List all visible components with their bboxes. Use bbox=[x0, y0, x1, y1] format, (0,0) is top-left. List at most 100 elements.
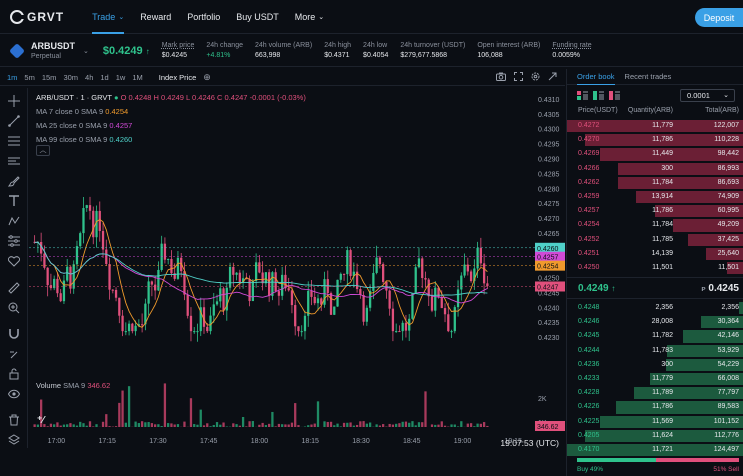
ask-row[interactable]: 0.4257 11,786 60,995 bbox=[567, 204, 743, 218]
ruler-icon[interactable] bbox=[8, 282, 20, 294]
volume-bar bbox=[46, 426, 49, 427]
grvt-logo[interactable]: GRVT bbox=[10, 9, 64, 24]
time-axis-tick: 17:15 bbox=[98, 438, 116, 445]
bid-row[interactable]: 0.4244 11,783 53,929 bbox=[567, 344, 743, 358]
bid-row[interactable]: 0.4246 28,008 30,364 bbox=[567, 315, 743, 329]
bid-row[interactable]: 0.4225 11,569 101,152 bbox=[567, 415, 743, 429]
text-icon[interactable] bbox=[8, 195, 20, 207]
tab-order-book[interactable]: Order book bbox=[577, 69, 615, 85]
nav-more[interactable]: More ⌄ bbox=[287, 0, 332, 34]
volume-bar bbox=[365, 423, 368, 427]
zoom-in-icon[interactable] bbox=[8, 302, 20, 314]
depth-bar bbox=[667, 344, 743, 357]
view-asks-icon[interactable] bbox=[609, 91, 620, 100]
nav-trade[interactable]: Trade ⌄ bbox=[84, 0, 132, 34]
nav-trade-label: Trade bbox=[92, 11, 116, 22]
heart-icon[interactable] bbox=[8, 255, 20, 267]
bid-row[interactable]: 0.4248 2,356 2,356 bbox=[567, 301, 743, 315]
index-price-toggle[interactable]: Index Price bbox=[158, 72, 197, 82]
tab-recent-trades[interactable]: Recent trades bbox=[624, 71, 672, 81]
symbol-selector[interactable]: ARBUSDT Perpetual bbox=[31, 41, 75, 60]
tick-size-select[interactable]: 0.0001 ⌄ bbox=[680, 89, 735, 102]
deposit-button[interactable]: Deposit bbox=[695, 8, 743, 27]
timeframe-30m[interactable]: 30m bbox=[63, 72, 79, 82]
ask-row[interactable]: 0.4251 14,139 25,640 bbox=[567, 247, 743, 261]
candle-body bbox=[401, 322, 404, 332]
depth-bar bbox=[688, 233, 743, 246]
bid-row[interactable]: 0.4236 300 54,229 bbox=[567, 358, 743, 372]
chevron-down-icon[interactable]: ⌄ bbox=[83, 47, 89, 55]
bid-total: 101,152 bbox=[713, 417, 739, 425]
bid-row[interactable]: 0.4233 11,779 66,008 bbox=[567, 372, 743, 386]
ask-total: 74,909 bbox=[717, 192, 739, 200]
depth-bar bbox=[635, 190, 743, 204]
eye-icon[interactable] bbox=[8, 388, 20, 400]
layers-icon[interactable] bbox=[8, 434, 20, 446]
horizontal-lines-icon[interactable] bbox=[8, 135, 20, 147]
brush-icon[interactable] bbox=[8, 175, 20, 187]
fib-icon[interactable] bbox=[8, 235, 20, 247]
depth-bar bbox=[616, 401, 743, 414]
bid-row[interactable]: 0.4205 11,624 112,776 bbox=[567, 429, 743, 443]
timeframe-15m[interactable]: 15m bbox=[41, 72, 57, 82]
ask-row[interactable]: 0.4272 11,779 122,007 bbox=[567, 119, 743, 133]
timeframe-1M[interactable]: 1M bbox=[132, 72, 143, 82]
volume-bar bbox=[287, 424, 290, 427]
trend-line-icon[interactable] bbox=[8, 115, 20, 127]
volume-bar bbox=[355, 424, 359, 427]
timeframe-5m[interactable]: 5m bbox=[24, 72, 35, 82]
stat-value: $279,677.5868 bbox=[400, 52, 448, 59]
ask-row[interactable]: 0.4259 13,914 74,909 bbox=[567, 190, 743, 204]
timeframe-1d[interactable]: 1d bbox=[100, 72, 109, 82]
bid-row[interactable]: 0.4170 11,721 124,497 bbox=[567, 443, 743, 457]
volume-bar bbox=[303, 426, 307, 427]
add-indicator-icon[interactable]: ⊕ bbox=[203, 71, 211, 82]
price-chart[interactable]: 0.4310 0.4305 0.4300 0.4295 0.4290 0.4285 0.42… bbox=[29, 87, 565, 450]
ask-row[interactable]: 0.4269 11,449 98,442 bbox=[567, 147, 743, 161]
ask-row[interactable]: 0.4266 300 86,993 bbox=[567, 162, 743, 176]
collapse-legend-button[interactable]: ︿ bbox=[36, 145, 50, 156]
chart-actions bbox=[496, 72, 557, 81]
candle-body bbox=[447, 314, 450, 332]
bid-row[interactable]: 0.4245 11,782 42,146 bbox=[567, 329, 743, 343]
timeframe-1m[interactable]: 1m bbox=[7, 72, 18, 82]
timeframe-1w[interactable]: 1w bbox=[115, 72, 126, 82]
ask-qty: 11,501 bbox=[652, 263, 673, 271]
candle-body bbox=[453, 307, 456, 332]
ask-row[interactable]: 0.4262 11,784 86,693 bbox=[567, 176, 743, 190]
ask-row[interactable]: 0.4254 11,784 49,209 bbox=[567, 218, 743, 232]
bid-row[interactable]: 0.4228 11,789 77,797 bbox=[567, 386, 743, 400]
nav-reward[interactable]: Reward bbox=[132, 0, 179, 34]
lock-drawings-icon[interactable] bbox=[8, 348, 20, 360]
timeframe-4h[interactable]: 4h bbox=[85, 72, 94, 82]
lock-icon[interactable] bbox=[8, 368, 20, 380]
volume-bar bbox=[453, 424, 456, 427]
pattern-icon[interactable] bbox=[8, 215, 20, 227]
ask-row[interactable]: 0.4270 11,786 110,228 bbox=[567, 133, 743, 147]
chart-canvas[interactable]: 0.4310 0.4305 0.4300 0.4295 0.4290 0.4285 0.42… bbox=[29, 87, 565, 450]
price-axis-tick: 0.4265 bbox=[538, 231, 560, 238]
candle-body bbox=[437, 287, 440, 298]
nav-portfolio[interactable]: Portfolio bbox=[179, 0, 228, 34]
buy-sell-ratio-bar bbox=[577, 458, 739, 462]
settings-icon[interactable] bbox=[531, 72, 540, 81]
camera-icon[interactable] bbox=[496, 72, 506, 81]
trash-icon[interactable] bbox=[8, 414, 20, 426]
nav-buy-usdt[interactable]: Buy USDT bbox=[228, 0, 287, 34]
fullscreen-icon[interactable] bbox=[514, 72, 523, 81]
bid-row[interactable]: 0.4226 11,786 89,583 bbox=[567, 400, 743, 414]
ask-price: 0.4257 bbox=[578, 207, 600, 215]
expand-icon[interactable] bbox=[548, 72, 557, 81]
channel-icon[interactable] bbox=[8, 155, 20, 167]
magnet-icon[interactable] bbox=[8, 328, 20, 340]
price-axis-tick: 0.4295 bbox=[538, 142, 560, 149]
candle-body bbox=[245, 278, 248, 280]
view-both-icon[interactable] bbox=[577, 91, 588, 100]
crosshair-icon[interactable] bbox=[8, 95, 20, 107]
ask-row[interactable]: 0.4250 11,501 11,501 bbox=[567, 261, 743, 275]
ask-row[interactable]: 0.4252 11,785 37,425 bbox=[567, 233, 743, 247]
stat-value: $0.4371 bbox=[324, 52, 350, 59]
candle-body bbox=[486, 283, 489, 287]
price-axis-tick: 0.4300 bbox=[538, 127, 560, 134]
view-bids-icon[interactable] bbox=[593, 91, 604, 100]
